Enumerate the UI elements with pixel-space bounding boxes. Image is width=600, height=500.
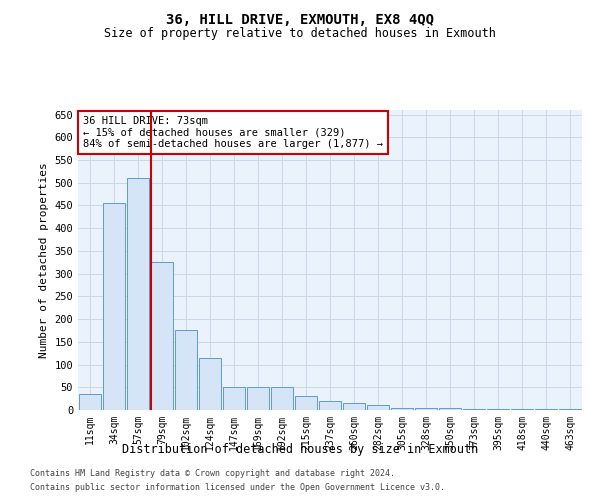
Text: 36 HILL DRIVE: 73sqm
← 15% of detached houses are smaller (329)
84% of semi-deta: 36 HILL DRIVE: 73sqm ← 15% of detached h… bbox=[83, 116, 383, 149]
Bar bbox=[103, 203, 125, 410]
Y-axis label: Number of detached properties: Number of detached properties bbox=[39, 162, 49, 358]
Bar bbox=[271, 388, 293, 410]
Bar bbox=[79, 394, 101, 410]
Bar bbox=[535, 408, 557, 410]
Bar bbox=[367, 406, 389, 410]
Bar bbox=[319, 401, 341, 410]
Bar bbox=[295, 396, 317, 410]
Bar bbox=[511, 408, 533, 410]
Text: Size of property relative to detached houses in Exmouth: Size of property relative to detached ho… bbox=[104, 28, 496, 40]
Bar bbox=[439, 408, 461, 410]
Bar bbox=[487, 408, 509, 410]
Bar bbox=[175, 330, 197, 410]
Bar bbox=[559, 408, 581, 410]
Bar bbox=[415, 408, 437, 410]
Text: Distribution of detached houses by size in Exmouth: Distribution of detached houses by size … bbox=[122, 442, 478, 456]
Text: Contains public sector information licensed under the Open Government Licence v3: Contains public sector information licen… bbox=[30, 484, 445, 492]
Text: 36, HILL DRIVE, EXMOUTH, EX8 4QQ: 36, HILL DRIVE, EXMOUTH, EX8 4QQ bbox=[166, 12, 434, 26]
Bar bbox=[223, 388, 245, 410]
Bar bbox=[391, 408, 413, 410]
Bar bbox=[463, 408, 485, 410]
Bar bbox=[127, 178, 149, 410]
Bar bbox=[343, 403, 365, 410]
Bar bbox=[247, 388, 269, 410]
Bar bbox=[151, 262, 173, 410]
Text: Contains HM Land Registry data © Crown copyright and database right 2024.: Contains HM Land Registry data © Crown c… bbox=[30, 468, 395, 477]
Bar bbox=[199, 358, 221, 410]
